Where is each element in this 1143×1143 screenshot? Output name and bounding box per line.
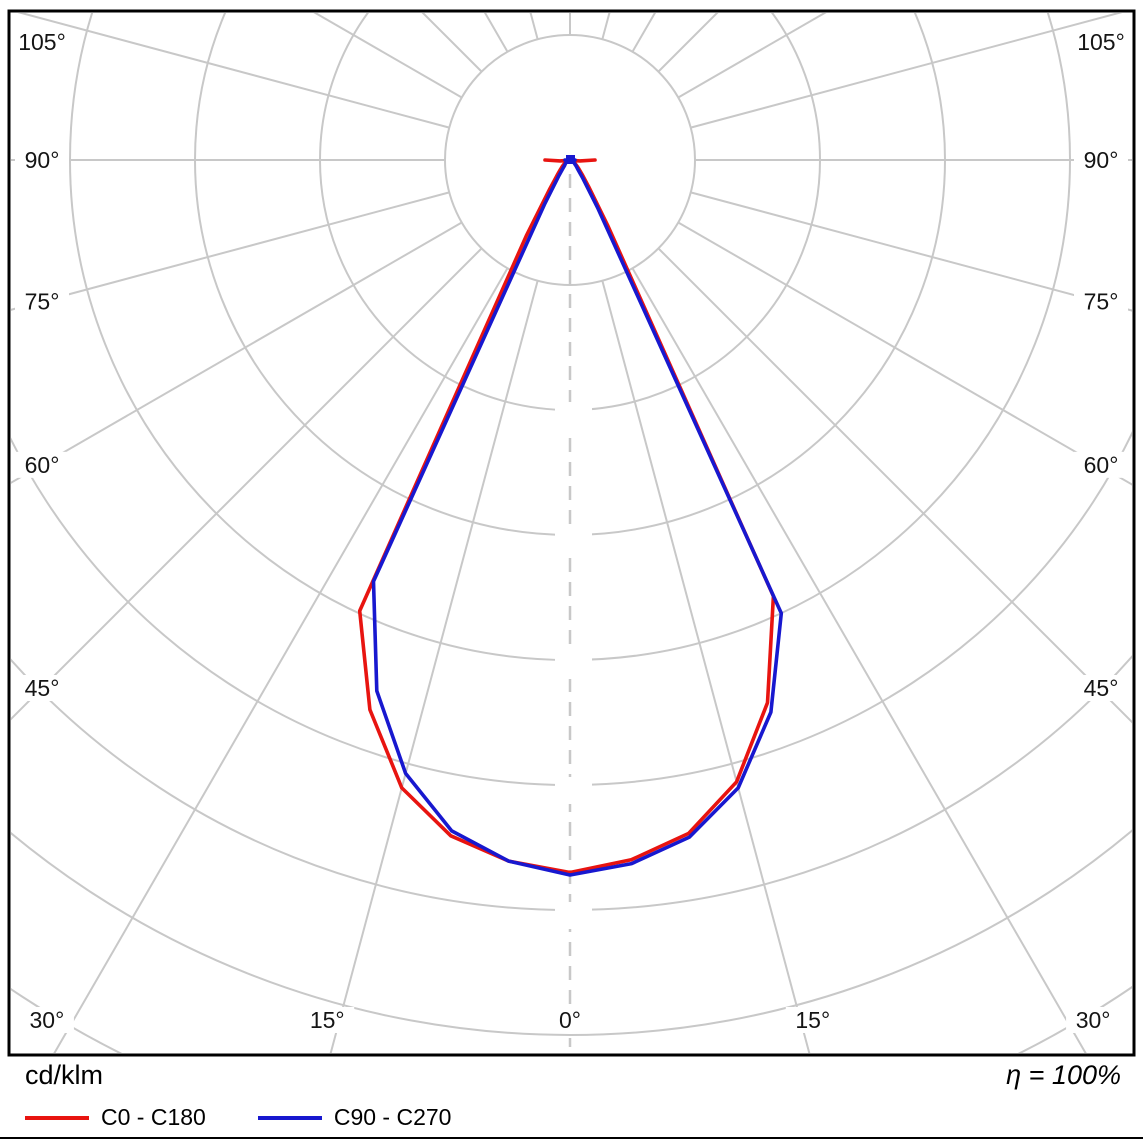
grid-radial (631, 267, 1087, 1053)
radial-tick-box (555, 777, 592, 804)
legend-item-c0-c180: C0 - C180 (25, 1104, 206, 1131)
angle-label: 75° (25, 288, 60, 314)
grid-radial (11, 247, 483, 721)
grid-radial (17, 13, 450, 129)
chart-frame (7, 9, 1136, 1057)
angle-label: 45° (1084, 675, 1119, 701)
legend-item-c90-c270: C90 - C270 (257, 1104, 452, 1131)
grid-radial (631, 13, 657, 53)
angle-label: 105° (18, 29, 66, 55)
grid-radial (313, 13, 463, 99)
angle-label: 30° (1076, 1007, 1111, 1033)
grid-radial (690, 13, 1123, 129)
radial-tick-box (555, 902, 592, 929)
legend-line-c90-c270 (257, 1115, 322, 1120)
efficiency-value: η = 100% (1006, 1060, 1121, 1090)
unit-label: cd/klm (25, 1060, 104, 1090)
curve-c90-c270 (371, 158, 784, 877)
grid-radial (529, 13, 539, 40)
angle-label: 90° (1084, 147, 1119, 173)
angle-label: 15° (310, 1007, 345, 1033)
angle-label: 0° (559, 1007, 581, 1033)
legend-line-c0-c180 (25, 1115, 89, 1120)
grid-radial (11, 221, 463, 484)
bottom-rule (0, 1137, 1143, 1139)
legend: C0 - C180 C90 - C270 (25, 1104, 451, 1131)
grid-radial (677, 221, 1132, 486)
efficiency-label: η = 100% (1006, 1060, 1121, 1091)
radial-tick-boxes (555, 402, 592, 929)
angle-labels: 0° 15° 15° 30° 30° 45° 45° 60° 60° 75° 75° 90° 90° 10… (15, 29, 1128, 1033)
angle-label: 75° (1084, 288, 1119, 314)
curve-c0-c180 (357, 158, 776, 875)
legend-label-c0-c180: C0 - C180 (101, 1104, 206, 1130)
apex-marker (566, 155, 575, 164)
grid-ring (11, 654, 1132, 911)
grid-radial (601, 280, 811, 1053)
angle-label: 90° (25, 147, 60, 173)
grid-radial (483, 13, 509, 53)
legend-label-c90-c270: C90 - C270 (333, 1104, 452, 1130)
grid-ring (11, 829, 1132, 1036)
angle-label: 60° (1084, 452, 1119, 478)
angle-label: 45° (25, 675, 60, 701)
grid-radial (657, 247, 1132, 724)
grid-radial (677, 13, 827, 99)
angle-label: 30° (30, 1007, 65, 1033)
grid-radial (11, 191, 450, 311)
grid-radial (601, 13, 611, 40)
angle-label: 105° (1077, 29, 1125, 55)
radial-tick-box (555, 527, 592, 554)
radial-tick-box (555, 652, 592, 679)
angle-label: 60° (25, 452, 60, 478)
grid-radial (53, 267, 509, 1053)
grid-radial (329, 280, 539, 1053)
grid-ring (194, 13, 946, 536)
angle-label: 15° (795, 1007, 830, 1033)
grid-radial (690, 191, 1132, 312)
radial-tick-box (555, 402, 592, 429)
